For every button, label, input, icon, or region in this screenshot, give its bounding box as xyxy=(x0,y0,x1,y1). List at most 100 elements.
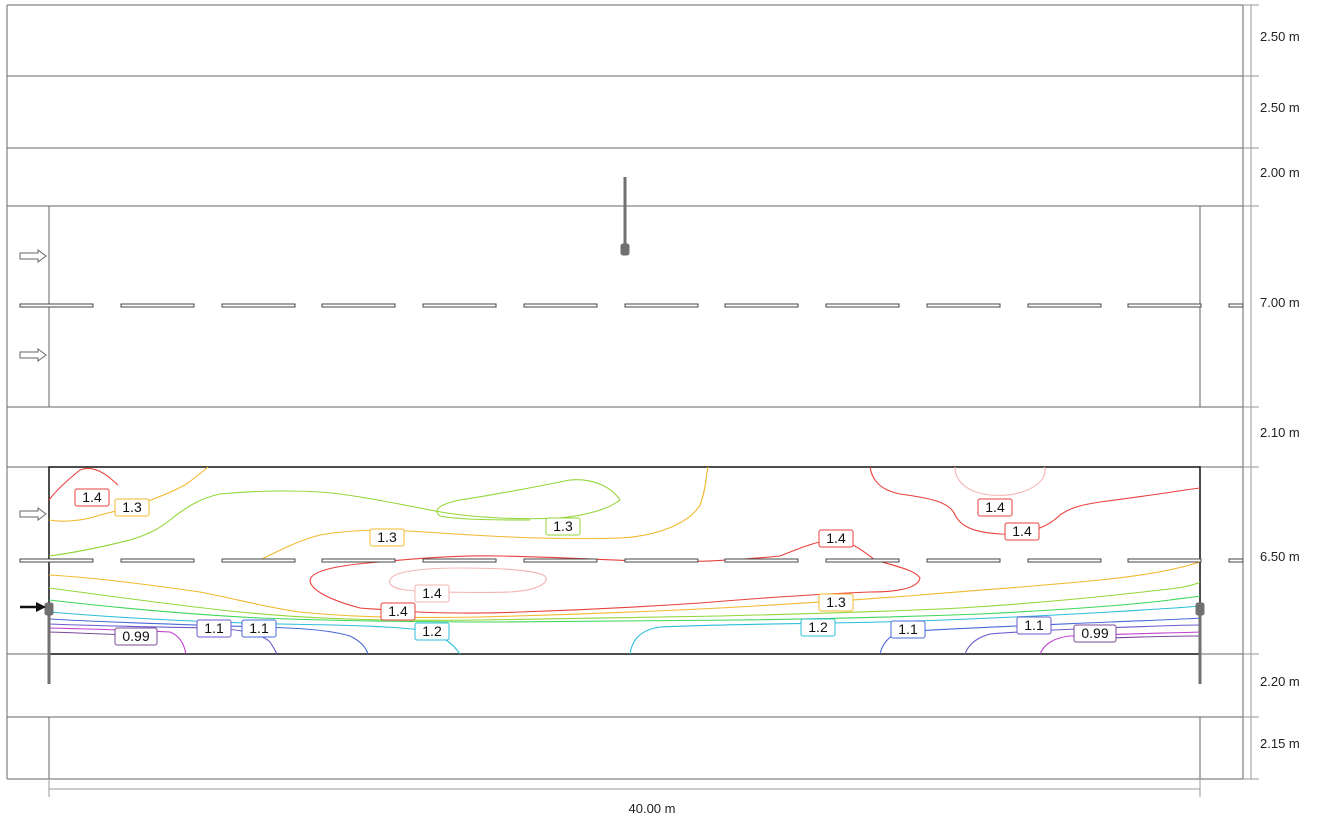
isoline-label: 0.99 xyxy=(1073,624,1117,643)
isoline-label-box xyxy=(380,602,416,621)
isoline-1-4-center xyxy=(309,539,921,614)
isoline-1-4 xyxy=(48,467,119,501)
strip-width-label: 2.15 m xyxy=(1260,736,1300,751)
isoline-1-1-blue-right xyxy=(879,617,1201,655)
isoline-label: 1.4 xyxy=(818,529,854,548)
isoline-label-box xyxy=(545,517,581,536)
isoline-label: 1.2 xyxy=(414,622,450,641)
isoline-label-box xyxy=(1004,522,1040,541)
isoline-label: 1.2 xyxy=(800,618,836,637)
strip-boundaries xyxy=(6,4,1244,780)
isoline-label-box xyxy=(369,528,405,547)
isoline-value: 1.4 xyxy=(388,603,408,619)
isoline-1-1-blue-left xyxy=(48,618,369,655)
isoline-1-1-violet-right xyxy=(964,624,1201,655)
lane-dash xyxy=(321,558,396,563)
lane-dash xyxy=(724,558,799,563)
isoline-magenta-right xyxy=(1039,631,1201,655)
isoline-value: 1.3 xyxy=(122,499,142,515)
isoline-label: 1.3 xyxy=(369,528,405,547)
length-dimension xyxy=(48,780,1201,797)
lane-dash xyxy=(825,558,900,563)
strip-width-label: 2.50 m xyxy=(1260,29,1300,44)
isoline-label: 1.3 xyxy=(818,593,854,612)
isoline-1-4-pink-right xyxy=(954,466,1046,496)
strip-width-label: 2.50 m xyxy=(1260,100,1300,115)
isoline-label-box xyxy=(818,529,854,548)
isoline-label: 1.4 xyxy=(380,602,416,621)
lane-dash xyxy=(926,558,1001,563)
isoline-1-3-orange xyxy=(259,466,709,561)
isoline-label-box xyxy=(74,488,110,507)
lane-dash xyxy=(523,558,598,563)
isoline-label: 1.1 xyxy=(241,619,277,638)
lane-dash xyxy=(1127,558,1202,563)
luminaires xyxy=(44,177,1205,684)
luminaire-head-icon xyxy=(44,602,54,616)
isoline-1-3-lower xyxy=(48,561,1201,619)
luminaire-head-icon xyxy=(620,243,630,256)
isoline-label-box xyxy=(818,593,854,612)
isoline-value: 1.3 xyxy=(826,594,846,610)
lane-dash xyxy=(926,303,1001,308)
isoline-label-box xyxy=(114,498,150,517)
strip-width-label: 2.10 m xyxy=(1260,425,1300,440)
strip-width-label: 2.20 m xyxy=(1260,674,1300,689)
lane-dash xyxy=(19,558,94,563)
lane-dash xyxy=(120,558,195,563)
lane-dash xyxy=(523,303,598,308)
lane-dash xyxy=(1027,558,1102,563)
isoline-label: 0.99 xyxy=(114,627,158,646)
isoline-label: 1.4 xyxy=(414,584,450,603)
strip-width-label: 6.50 m xyxy=(1260,549,1300,564)
isoline-value: 1.4 xyxy=(1012,523,1032,539)
isoline-label: 1.4 xyxy=(1004,522,1040,541)
isoline-label-box xyxy=(1016,616,1052,635)
isoline-value: 1.1 xyxy=(898,621,918,637)
isoline-value: 1.4 xyxy=(82,489,102,505)
lane-dash xyxy=(1027,303,1102,308)
lane-direction-arrow-icon xyxy=(19,348,47,362)
lane-dash xyxy=(1228,303,1244,308)
isoline-value: 1.1 xyxy=(1024,617,1044,633)
lane-dash xyxy=(825,303,900,308)
observer-arrow-icon xyxy=(36,602,46,612)
lane-dash xyxy=(221,558,296,563)
lane-arrows xyxy=(19,249,47,521)
isoline-label-box xyxy=(890,620,926,639)
isoline-value: 0.99 xyxy=(122,628,149,644)
lane-dash xyxy=(321,303,396,308)
isoline-label: 1.1 xyxy=(890,620,926,639)
isoline-value: 1.3 xyxy=(553,518,573,534)
lane-markings-road-2 xyxy=(19,558,1244,563)
lane-dash xyxy=(1228,558,1244,563)
isoline-value: 1.4 xyxy=(422,585,442,601)
lane-dash xyxy=(624,558,699,563)
isoline-label: 1.3 xyxy=(114,498,150,517)
lane-dash xyxy=(19,303,94,308)
lane-dash xyxy=(422,558,497,563)
isoline-labels: 1.4 1.3 1.3 1.3 1.4 1.4 1.4 1.4 1.4 1.3 0.99 1.1 1.1… xyxy=(74,488,1117,646)
isoline-value: 1.4 xyxy=(985,499,1005,515)
isoline-lightgreen xyxy=(48,595,1201,623)
lane-dash xyxy=(1127,303,1202,308)
lane-direction-arrow-icon xyxy=(19,249,47,263)
lane-dash xyxy=(724,303,799,308)
isoline-1-4-pink-center xyxy=(388,567,547,593)
isoline-label: 1.3 xyxy=(545,517,581,536)
dimension-labels: 2.50 m 2.50 m 2.00 m 7.00 m 2.10 m 6.50 … xyxy=(1260,29,1300,751)
strip-width-label: 2.00 m xyxy=(1260,165,1300,180)
isoline-label-box xyxy=(196,619,232,638)
total-length-label: 40.00 m xyxy=(629,801,676,816)
strip-width-label: 7.00 m xyxy=(1260,295,1300,310)
isoline-label-box xyxy=(114,627,158,646)
isoline-label: 1.4 xyxy=(74,488,110,507)
lane-markings-road-1 xyxy=(19,303,1244,308)
isoline-label: 1.4 xyxy=(977,498,1013,517)
isoline-value: 1.2 xyxy=(422,623,442,639)
isoline-value: 1.1 xyxy=(204,620,224,636)
isoline-value: 1.4 xyxy=(826,530,846,546)
isoline-label-box xyxy=(241,619,277,638)
isoline-value: 0.99 xyxy=(1081,625,1108,641)
